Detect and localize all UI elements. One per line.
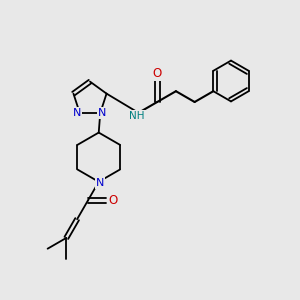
Text: NH: NH (129, 111, 145, 121)
Text: N: N (98, 108, 106, 118)
Text: O: O (108, 194, 118, 207)
Text: N: N (96, 178, 104, 188)
Text: N: N (73, 108, 82, 118)
Text: O: O (153, 67, 162, 80)
